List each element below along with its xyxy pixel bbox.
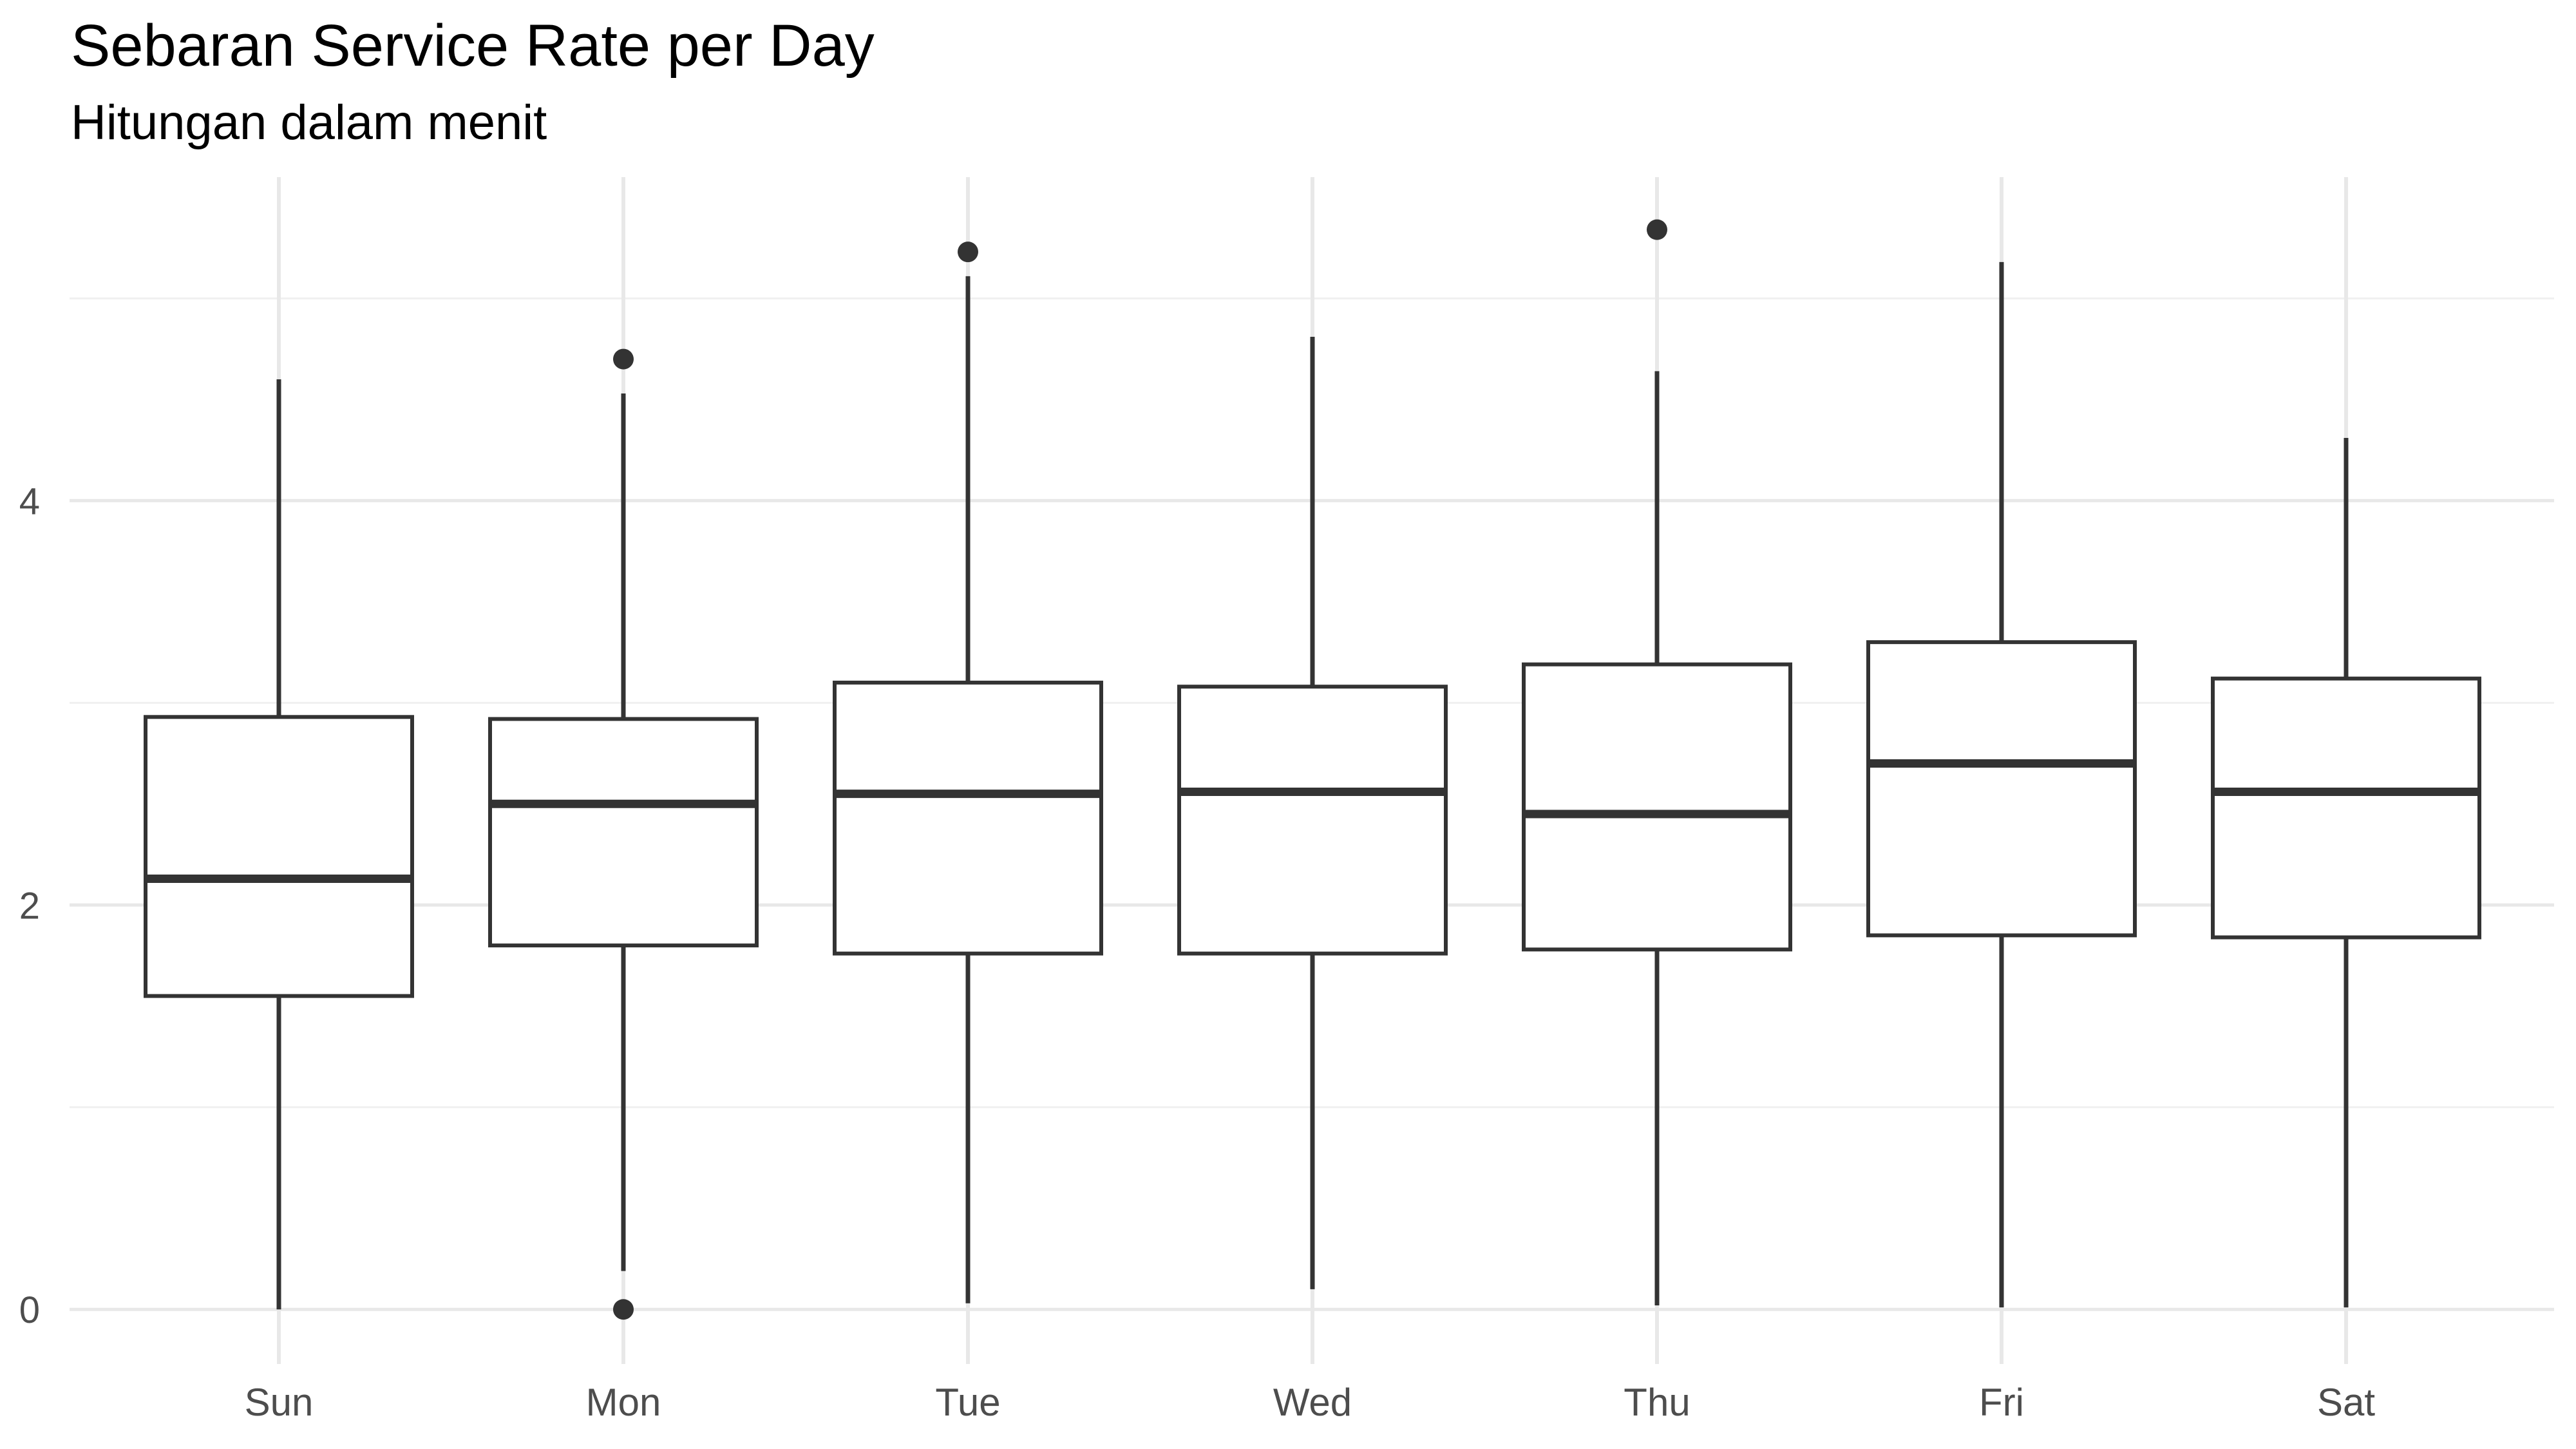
iqr-box-fri: [1866, 640, 2137, 938]
iqr-box-wed: [1177, 685, 1448, 956]
iqr-box-sat: [2211, 676, 2481, 940]
y-tick-label-4: 4: [19, 480, 40, 522]
boxplot-mon: [488, 348, 759, 1320]
boxplot-wed: [1177, 337, 1448, 1289]
x-axis-label-sun: Sun: [245, 1381, 314, 1424]
outlier-point-tue-0: [958, 242, 978, 263]
axis-labels: 0 2 4 Sun Mon Tue Wed Thu Fri Sat: [19, 480, 2376, 1424]
chart-title: Sebaran Service Rate per Day: [71, 13, 875, 79]
boxplot-thu: [1522, 219, 1792, 1305]
x-axis-label-sat: Sat: [2317, 1381, 2375, 1424]
y-tick-label-0: 0: [19, 1289, 40, 1331]
x-axis-label-fri: Fri: [1979, 1381, 2024, 1424]
x-axis-label-thu: Thu: [1624, 1381, 1690, 1424]
chart-subtitle: Hitungan dalam menit: [71, 95, 547, 150]
iqr-box-tue: [833, 680, 1103, 956]
iqr-box-sun: [144, 715, 414, 998]
outlier-point-thu-0: [1647, 219, 1667, 240]
outlier-point-mon-0: [613, 348, 634, 370]
boxplots: [144, 219, 2481, 1320]
boxplot-sat: [2211, 438, 2481, 1308]
outlier-point-mon-1: [613, 1299, 634, 1320]
boxplot-fri: [1866, 261, 2137, 1308]
boxplot-tue: [833, 242, 1103, 1303]
iqr-box-thu: [1522, 662, 1792, 952]
x-axis-label-wed: Wed: [1273, 1381, 1352, 1424]
y-tick-label-2: 2: [19, 885, 40, 927]
iqr-box-mon: [488, 717, 759, 948]
x-axis-label-tue: Tue: [935, 1381, 1000, 1424]
x-axis-label-mon: Mon: [586, 1381, 661, 1424]
boxplot-sun: [144, 379, 414, 1310]
